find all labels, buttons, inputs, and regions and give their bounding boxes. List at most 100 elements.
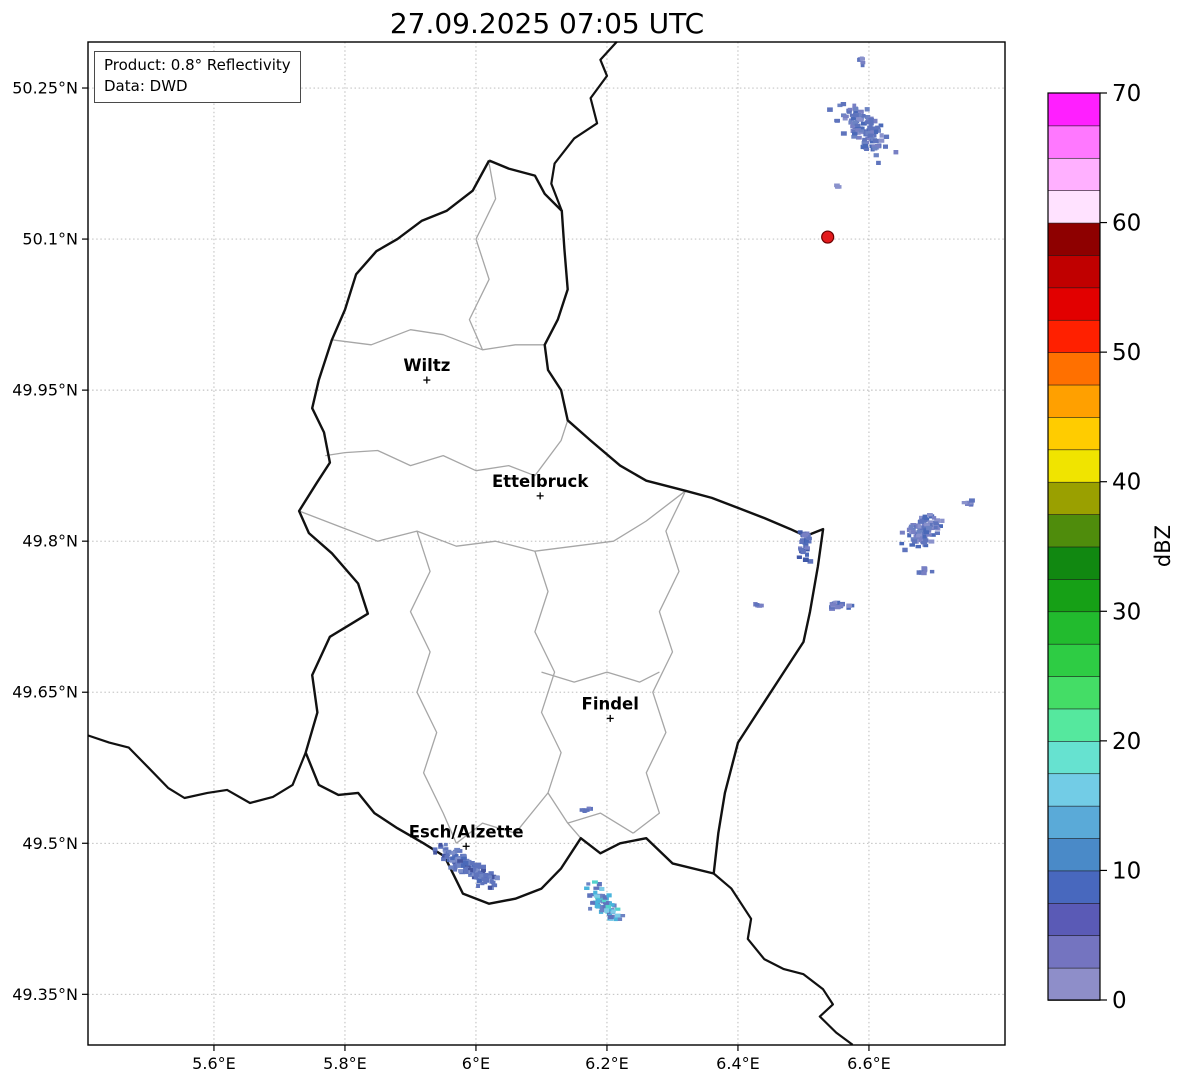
echo-cell: [921, 566, 927, 571]
colorbar-segment: [1047, 772, 1101, 807]
echo-cell: [758, 603, 764, 608]
echo-cell: [830, 602, 836, 607]
echo-cell: [867, 127, 873, 132]
cluster-southeast-teal: [584, 880, 626, 922]
echo-cell: [969, 498, 975, 503]
colorbar-segment: [1047, 610, 1101, 645]
colorbar-frame: [1047, 92, 1101, 1001]
echo-cell: [876, 144, 881, 149]
echo-cell: [926, 533, 932, 537]
speck-south-mid: [579, 806, 593, 813]
colorbar-tick-label: 50: [1112, 340, 1141, 366]
echo-cell: [433, 850, 437, 855]
echo-cell: [802, 557, 809, 562]
echo-cell: [593, 886, 600, 890]
echo-cell: [865, 131, 871, 136]
echo-cell: [473, 872, 480, 877]
echo-cell: [463, 870, 469, 874]
colorbar-segment: [1047, 157, 1101, 191]
echo-cell: [872, 138, 879, 143]
district-border: [632, 490, 687, 834]
echo-cell: [454, 847, 461, 852]
echo-cell: [805, 552, 809, 557]
echo-cell: [587, 893, 593, 898]
echo-cell: [854, 111, 860, 115]
echo-cell: [961, 501, 968, 505]
echo-cell: [835, 604, 841, 610]
echo-cell: [919, 570, 923, 575]
echo-cell: [852, 130, 856, 134]
colorbar-segment: [1047, 902, 1101, 937]
echo-cell: [799, 539, 804, 544]
echo-cell: [870, 136, 875, 141]
echo-cell: [852, 132, 858, 136]
district-border: [409, 530, 457, 844]
colorbar-segment: [1047, 416, 1101, 451]
echo-cell: [856, 117, 862, 121]
echo-cell: [473, 863, 479, 867]
echo-cell: [450, 856, 455, 861]
district-border: [325, 420, 569, 477]
echo-cell: [586, 882, 591, 886]
echo-cell: [458, 869, 463, 873]
echo-cell: [447, 849, 452, 854]
echo-cell: [444, 847, 449, 852]
x-tick-label: 6.6°E: [847, 1054, 891, 1073]
echo-cell: [867, 125, 873, 129]
echo-cell: [614, 913, 621, 918]
echo-cell: [852, 126, 857, 131]
echo-cell: [491, 874, 497, 880]
echo-cell: [468, 868, 473, 872]
info-box: Product: 0.8° Reflectivity Data: DWD: [94, 51, 301, 103]
echo-cell: [829, 605, 835, 610]
echo-cell: [919, 525, 925, 530]
neighbor-border: [712, 872, 854, 1046]
speck-sauer-west: [753, 602, 764, 608]
echo-cell: [449, 850, 455, 855]
echo-cell: [487, 885, 493, 890]
colorbar-tick-label: 60: [1112, 211, 1141, 237]
echo-cell: [432, 847, 438, 852]
echo-cell: [754, 603, 760, 607]
colorbar-label: dBZ: [1151, 524, 1175, 568]
echo-cell: [835, 185, 842, 189]
cluster-east-right: [961, 498, 975, 507]
echo-cell: [457, 859, 463, 863]
echo-cell: [968, 500, 973, 505]
echo-cell: [923, 540, 928, 546]
echo-cell: [865, 136, 872, 141]
echo-cell: [481, 864, 486, 869]
echo-cell: [476, 878, 483, 884]
echo-cell: [620, 914, 626, 918]
echo-cell: [438, 842, 443, 847]
neighbor-borders: [87, 40, 854, 1046]
echo-cell: [460, 863, 465, 868]
y-tick-label: 49.35°N: [12, 985, 78, 1004]
echo-cell: [475, 868, 481, 872]
echo-cell: [605, 904, 611, 909]
echo-cell: [883, 134, 890, 139]
echo-cell: [798, 547, 804, 552]
district-border: [541, 671, 660, 683]
echo-cell: [856, 135, 862, 140]
echo-cell: [873, 129, 879, 135]
colorbar-segment: [1047, 449, 1101, 483]
echo-cell: [584, 886, 590, 890]
echo-cell: [921, 530, 926, 535]
echo-cell: [855, 130, 861, 135]
y-tick-label: 50.25°N: [12, 79, 78, 98]
y-tick-label: 49.65°N: [12, 683, 78, 702]
echo-cell: [797, 530, 803, 534]
echo-cell: [487, 875, 493, 879]
echo-cell: [846, 603, 852, 608]
x-tick-label: 6.2°E: [585, 1054, 629, 1073]
axes: 5.6°E 5.8°E 6°E 6.2°E 6.4°E 6.6°E 50.25°N 50.1°…: [12, 79, 891, 1073]
echo-cell: [872, 133, 877, 138]
echo-cell: [934, 518, 940, 523]
radar-site-marker: [821, 230, 835, 244]
echo-cell: [582, 809, 587, 813]
echo-cell: [940, 518, 945, 523]
echo-cell: [928, 539, 935, 544]
colorbar-tick-label: 30: [1112, 599, 1141, 625]
